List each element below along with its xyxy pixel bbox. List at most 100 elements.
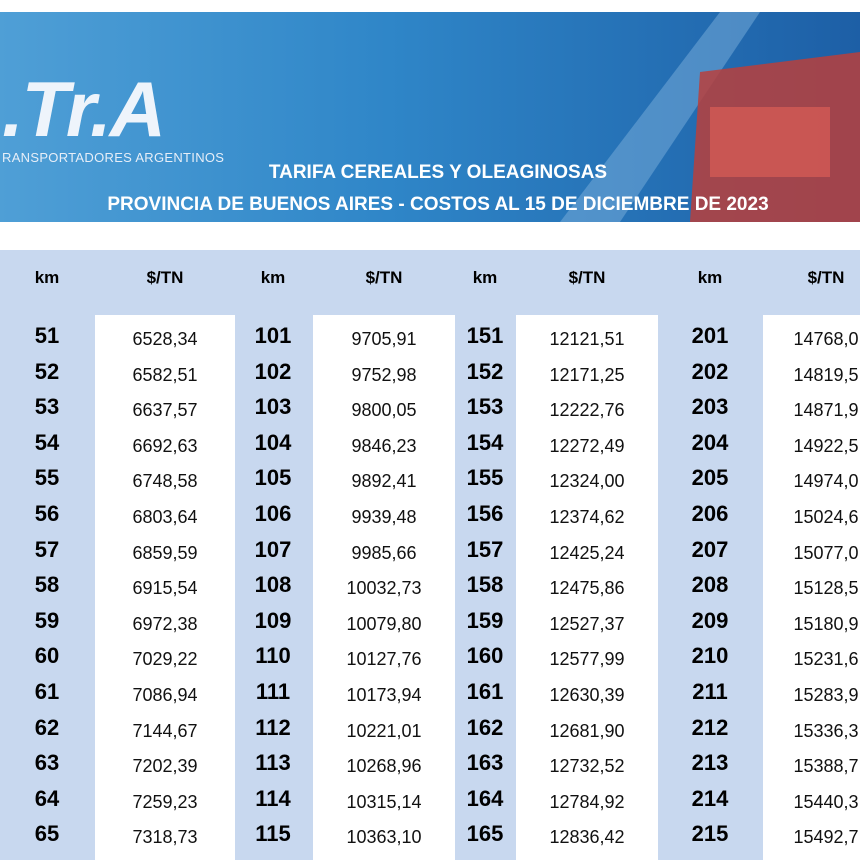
column-header: $/TN xyxy=(146,268,184,287)
price-cell: 6803,64 xyxy=(132,507,198,527)
km-cell: 203 xyxy=(691,394,729,420)
price-cell: 12836,42 xyxy=(549,827,625,848)
km-cell: 164 xyxy=(466,785,504,811)
column-header: km xyxy=(34,268,60,287)
column-header: km xyxy=(472,268,498,287)
subtitle: PROVINCIA DE BUENOS AIRES - COSTOS AL 15… xyxy=(107,194,769,215)
km-cell: 157 xyxy=(466,536,504,562)
price-cell: 12272,49 xyxy=(549,435,625,456)
price-cell: 6692,63 xyxy=(132,435,198,456)
km-cell: 56 xyxy=(34,501,60,526)
price-cell: 7086,94 xyxy=(132,685,198,705)
column-header: km xyxy=(697,268,723,287)
price-cell: 9892,41 xyxy=(351,471,417,492)
logo-subtitle: RANSPORTADORES ARGENTINOS xyxy=(2,150,225,165)
km-cell: 108 xyxy=(254,572,292,598)
km-cell: 62 xyxy=(34,714,60,740)
km-cell: 109 xyxy=(254,607,292,633)
price-cell: 9846,23 xyxy=(351,435,417,456)
price-cell: 6748,58 xyxy=(132,471,198,492)
km-cell: 64 xyxy=(34,785,60,811)
column-header: km xyxy=(260,268,286,287)
km-cell: 111 xyxy=(255,679,291,704)
column-header: $/TN xyxy=(807,268,845,287)
km-cell: 206 xyxy=(691,501,729,526)
km-cell: 63 xyxy=(34,750,60,776)
price-cell: 9800,05 xyxy=(351,400,417,421)
price-cell: 7318,73 xyxy=(132,827,198,848)
km-cell: 161 xyxy=(466,679,504,704)
km-cell: 214 xyxy=(691,785,729,811)
km-cell: 208 xyxy=(691,572,729,598)
price-cell: 9939,48 xyxy=(351,507,417,527)
price-cell: 6582,51 xyxy=(132,364,198,385)
logo: .Tr.A xyxy=(2,65,166,153)
price-cell: 10127,76 xyxy=(346,649,422,670)
km-cell: 106 xyxy=(254,501,292,526)
km-cell: 211 xyxy=(692,679,728,704)
km-cell: 102 xyxy=(254,358,292,384)
title: TARIFA CEREALES Y OLEAGINOSAS xyxy=(268,162,608,183)
km-cell: 209 xyxy=(691,607,729,633)
km-cell: 52 xyxy=(34,358,60,384)
price-cell: 14768,0 xyxy=(793,329,859,349)
price-cell: 9752,98 xyxy=(351,364,417,385)
km-cell: 61 xyxy=(34,679,60,704)
km-cell: 112 xyxy=(255,714,291,740)
km-cell: 65 xyxy=(34,821,60,847)
price-cell: 10221,01 xyxy=(346,720,422,741)
km-cell: 159 xyxy=(466,607,504,633)
km-cell: 151 xyxy=(466,323,504,348)
price-cell: 14922,5 xyxy=(793,435,859,456)
price-cell: 10268,96 xyxy=(346,756,422,777)
km-cell: 207 xyxy=(691,536,729,562)
price-cell: 15024,6 xyxy=(793,507,859,527)
column-band xyxy=(95,315,235,860)
km-cell: 155 xyxy=(466,465,504,491)
km-cell: 51 xyxy=(34,323,60,348)
km-cell: 110 xyxy=(255,643,291,669)
km-cell: 160 xyxy=(466,643,504,669)
price-cell: 7029,22 xyxy=(132,649,198,670)
km-cell: 101 xyxy=(254,323,292,348)
km-cell: 202 xyxy=(691,358,729,384)
price-cell: 12374,62 xyxy=(549,507,625,527)
price-cell: 6915,54 xyxy=(132,578,198,599)
km-cell: 103 xyxy=(254,394,292,420)
km-cell: 58 xyxy=(34,572,60,598)
price-cell: 7202,39 xyxy=(132,756,198,777)
price-cell: 6859,59 xyxy=(132,542,198,563)
price-cell: 12475,86 xyxy=(549,578,625,599)
price-cell: 12732,52 xyxy=(549,756,625,777)
km-cell: 153 xyxy=(466,394,504,420)
price-cell: 12171,25 xyxy=(549,364,625,385)
km-cell: 105 xyxy=(254,465,292,491)
price-cell: 15128,5 xyxy=(793,578,859,599)
km-cell: 212 xyxy=(691,714,729,740)
column-band xyxy=(763,315,860,860)
price-cell: 9705,91 xyxy=(351,329,417,349)
price-cell: 10173,94 xyxy=(346,685,422,705)
price-cell: 12425,24 xyxy=(549,542,625,563)
price-cell: 15492,7 xyxy=(793,827,859,848)
km-cell: 59 xyxy=(34,607,60,633)
price-cell: 15077,0 xyxy=(793,542,859,563)
km-cell: 114 xyxy=(255,785,291,811)
price-cell: 15231,6 xyxy=(793,649,859,670)
km-cell: 156 xyxy=(466,501,504,526)
price-cell: 12630,39 xyxy=(549,685,625,705)
price-cell: 15388,7 xyxy=(793,756,859,777)
price-cell: 6528,34 xyxy=(132,329,198,349)
column-band xyxy=(516,315,658,860)
km-cell: 104 xyxy=(254,429,292,455)
price-cell: 12577,99 xyxy=(549,649,625,670)
price-cell: 12121,51 xyxy=(549,329,625,349)
km-cell: 201 xyxy=(691,323,729,348)
price-cell: 9985,66 xyxy=(351,542,417,563)
price-cell: 7144,67 xyxy=(132,720,198,741)
price-cell: 12324,00 xyxy=(549,471,625,492)
price-cell: 15336,3 xyxy=(793,720,859,741)
km-cell: 53 xyxy=(34,394,60,420)
km-cell: 213 xyxy=(691,750,729,776)
km-cell: 215 xyxy=(691,821,729,847)
